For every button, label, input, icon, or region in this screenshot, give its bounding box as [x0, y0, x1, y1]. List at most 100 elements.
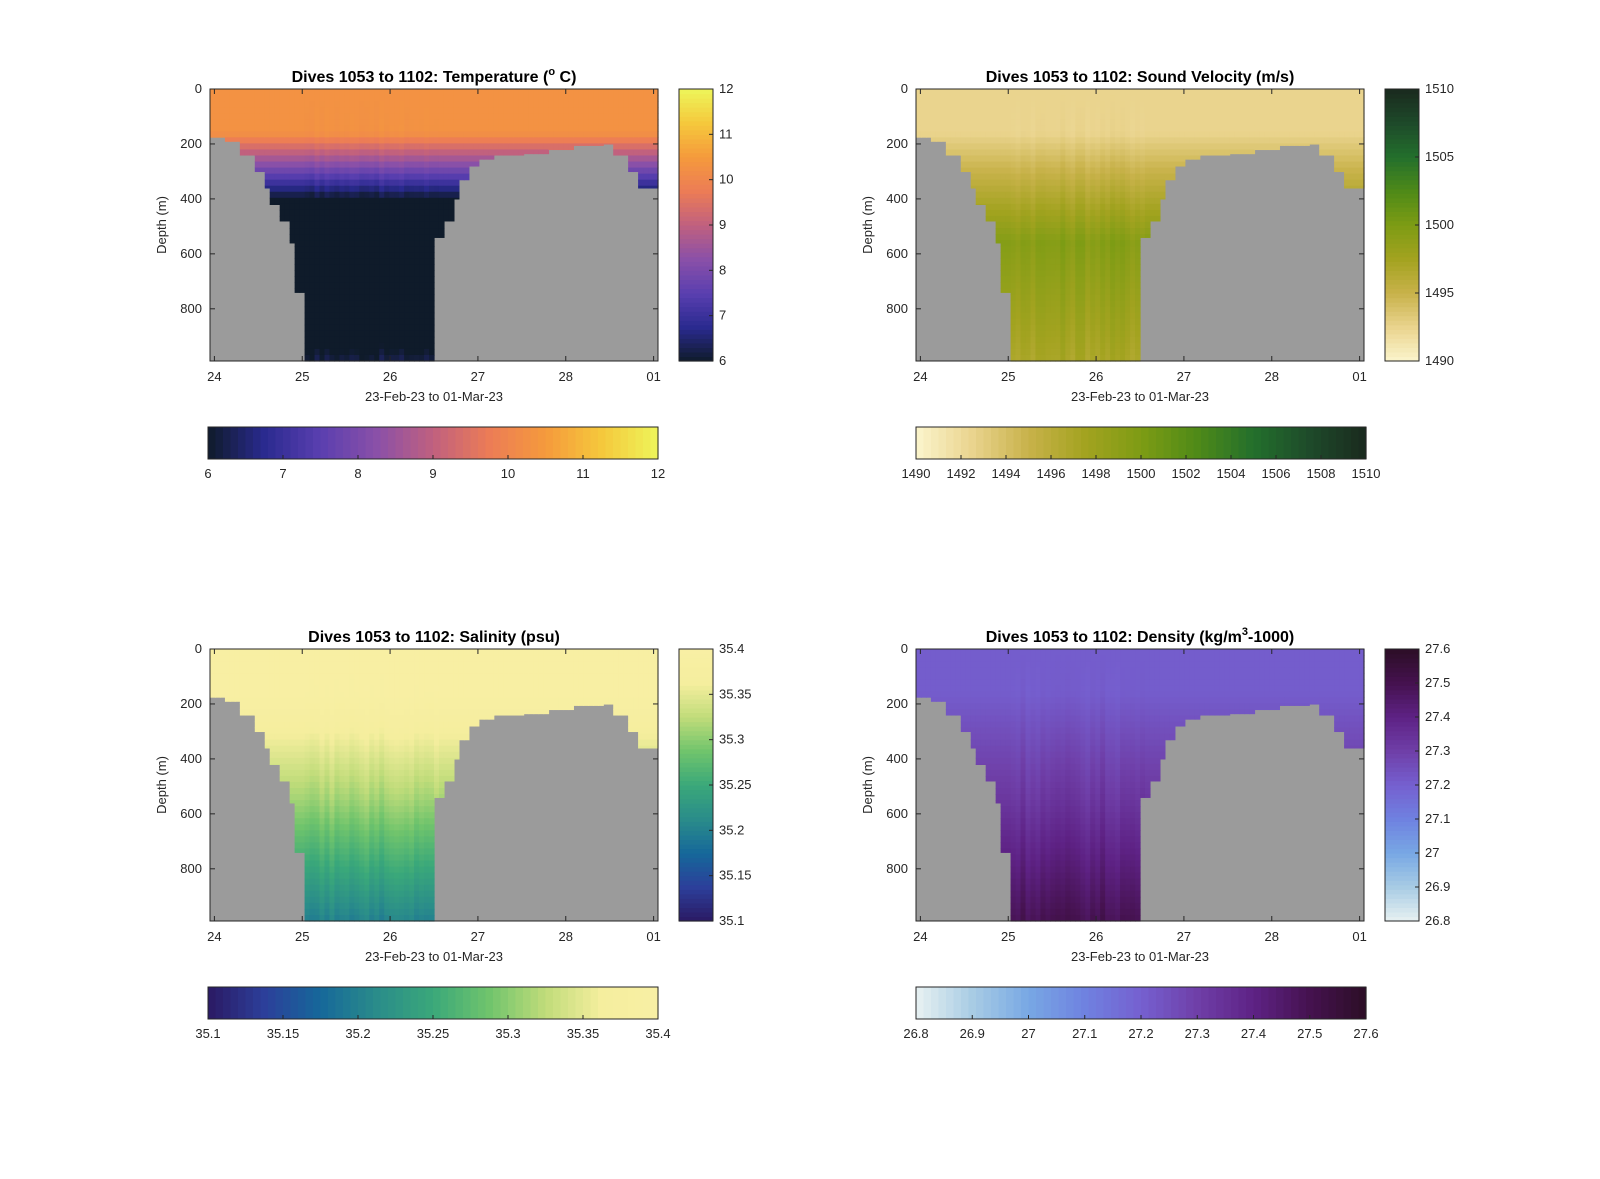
data-cell	[970, 143, 977, 151]
data-cell	[653, 179, 659, 187]
data-cell	[404, 191, 410, 199]
data-cell	[344, 167, 350, 175]
data-cell	[1254, 113, 1261, 120]
colorbar-cell	[983, 427, 992, 459]
data-cell	[399, 324, 405, 332]
data-cell	[314, 89, 321, 96]
data-cell	[364, 324, 370, 332]
data-cell	[359, 342, 365, 350]
data-cell	[1035, 131, 1042, 138]
colorbar-cell	[1385, 279, 1419, 285]
data-cell	[1040, 221, 1047, 229]
data-cell	[1055, 312, 1061, 320]
data-cell	[995, 234, 1002, 241]
colorbar-cell	[1336, 427, 1345, 459]
data-cell	[1294, 125, 1300, 132]
data-cell	[1219, 131, 1226, 138]
data-cell	[319, 312, 326, 320]
data-cell	[1144, 221, 1151, 229]
data-cell	[429, 89, 435, 96]
data-cell	[329, 173, 336, 181]
data-cell	[394, 179, 400, 187]
data-cell	[349, 131, 355, 138]
data-cell	[319, 806, 326, 813]
data-cell	[409, 119, 415, 126]
data-cell	[244, 661, 251, 668]
colorbar-cell	[968, 427, 977, 459]
data-cell	[995, 131, 1002, 138]
data-cell	[264, 155, 271, 163]
data-cell	[239, 679, 246, 686]
data-cell	[1229, 113, 1236, 120]
data-cell	[1174, 89, 1181, 96]
data-cell	[543, 143, 550, 151]
data-cell	[648, 137, 654, 144]
data-cell	[1110, 288, 1116, 296]
data-cell	[1040, 143, 1047, 151]
data-cell	[419, 348, 425, 356]
colorbar-cell	[1385, 125, 1419, 131]
data-cell	[1314, 89, 1320, 96]
data-cell	[399, 101, 405, 108]
data-cell	[1299, 119, 1305, 126]
data-cell	[448, 119, 455, 126]
data-cell	[553, 101, 560, 108]
data-cell	[359, 258, 365, 265]
data-cell	[1264, 113, 1271, 120]
data-cell	[1354, 113, 1360, 120]
data-cell	[339, 318, 345, 326]
data-cell	[1065, 252, 1071, 259]
data-cell	[990, 179, 997, 187]
data-cell	[1174, 137, 1181, 144]
data-cell	[1080, 354, 1086, 362]
data-cell	[1105, 191, 1111, 199]
data-cell	[1095, 107, 1101, 114]
data-cell	[438, 228, 445, 235]
data-cell	[588, 101, 594, 108]
data-cell	[319, 209, 326, 217]
data-cell	[648, 143, 654, 151]
data-cell	[1085, 131, 1091, 138]
data-cell	[1015, 215, 1022, 223]
data-cell	[528, 125, 535, 132]
data-cell	[1020, 264, 1027, 271]
data-cell	[1000, 101, 1007, 108]
data-cell	[414, 173, 420, 181]
data-cell	[414, 282, 420, 290]
data-cell	[1349, 155, 1355, 163]
data-cell	[1030, 354, 1037, 362]
data-cell	[299, 655, 306, 662]
data-cell	[1224, 107, 1231, 114]
data-cell	[483, 155, 490, 160]
data-cell	[1065, 119, 1071, 126]
colorbar-cell	[931, 427, 940, 459]
data-cell	[995, 209, 1002, 217]
data-cell	[1080, 234, 1086, 241]
data-cell	[279, 209, 286, 217]
data-cell	[1115, 354, 1121, 362]
data-cell	[1070, 155, 1076, 163]
data-cell	[1080, 143, 1086, 151]
data-cell	[1349, 143, 1355, 151]
data-cell	[1060, 240, 1066, 247]
data-cell	[995, 113, 1002, 120]
data-cell	[404, 215, 410, 223]
data-cell	[429, 149, 435, 157]
data-cell	[1135, 306, 1141, 314]
data-cell	[1065, 306, 1071, 314]
data-cell	[453, 197, 460, 200]
data-cell	[1080, 191, 1086, 199]
data-cell	[1274, 143, 1280, 151]
data-cell	[349, 348, 355, 356]
data-cell	[1274, 95, 1280, 102]
data-cell	[1189, 113, 1196, 120]
data-cell	[304, 854, 311, 862]
data-cell	[568, 113, 574, 120]
data-cell	[299, 185, 306, 193]
data-cell	[314, 745, 321, 753]
data-cell	[404, 179, 410, 187]
data-cell	[1154, 185, 1161, 193]
colorbar-cell	[1385, 175, 1419, 181]
data-cell	[339, 197, 345, 205]
data-cell	[950, 131, 957, 138]
